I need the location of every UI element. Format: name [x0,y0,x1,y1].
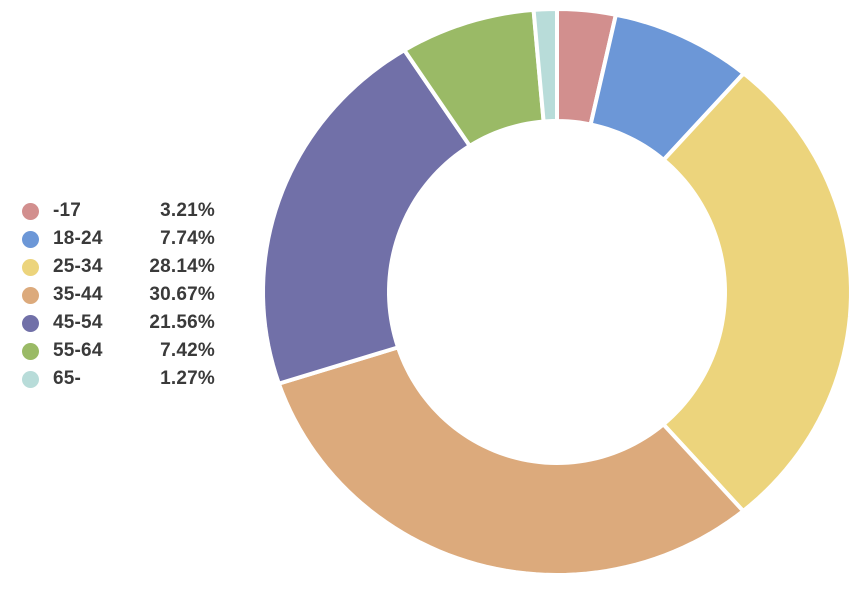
legend-percent: 30.67% [149,284,215,305]
legend-swatch-icon [22,370,39,388]
legend-swatch-icon [22,314,39,332]
legend-swatch-icon [22,286,39,304]
legend-item[interactable]: 25-34 28.14% [22,253,215,281]
legend-swatch-icon [22,202,39,220]
legend-label: 35-44 [53,284,103,305]
legend-percent: 7.42% [160,340,215,361]
legend-percent: 3.21% [160,200,215,221]
legend-label: -17 [53,200,82,221]
legend-percent: 28.14% [149,256,215,277]
legend-item[interactable]: -17 3.21% [22,197,215,225]
legend-percent: 21.56% [149,312,215,333]
legend-label: 18-24 [53,228,103,249]
legend-item[interactable]: 55-64 7.42% [22,337,215,365]
legend-percent: 1.27% [160,368,215,389]
legend-label: 45-54 [53,312,103,333]
donut-slice-3544[interactable] [276,344,747,578]
donut-slice-2534[interactable] [660,70,853,514]
legend-label: 65- [53,368,82,389]
legend-label: 25-34 [53,256,103,277]
legend-item[interactable]: 45-54 21.56% [22,309,215,337]
legend-percent: 7.74% [160,228,215,249]
legend-swatch-icon [22,230,39,248]
legend-item[interactable]: 35-44 30.67% [22,281,215,309]
legend-label: 55-64 [53,340,103,361]
legend-item[interactable]: 18-24 7.74% [22,225,215,253]
donut-slice-65[interactable] [531,6,559,124]
legend-swatch-icon [22,258,39,276]
legend-item[interactable]: 65- 1.27% [22,365,215,393]
legend-swatch-icon [22,342,39,360]
chart-legend: -17 3.21% 18-24 7.74% 25-34 28.14% 35-44… [22,197,215,393]
